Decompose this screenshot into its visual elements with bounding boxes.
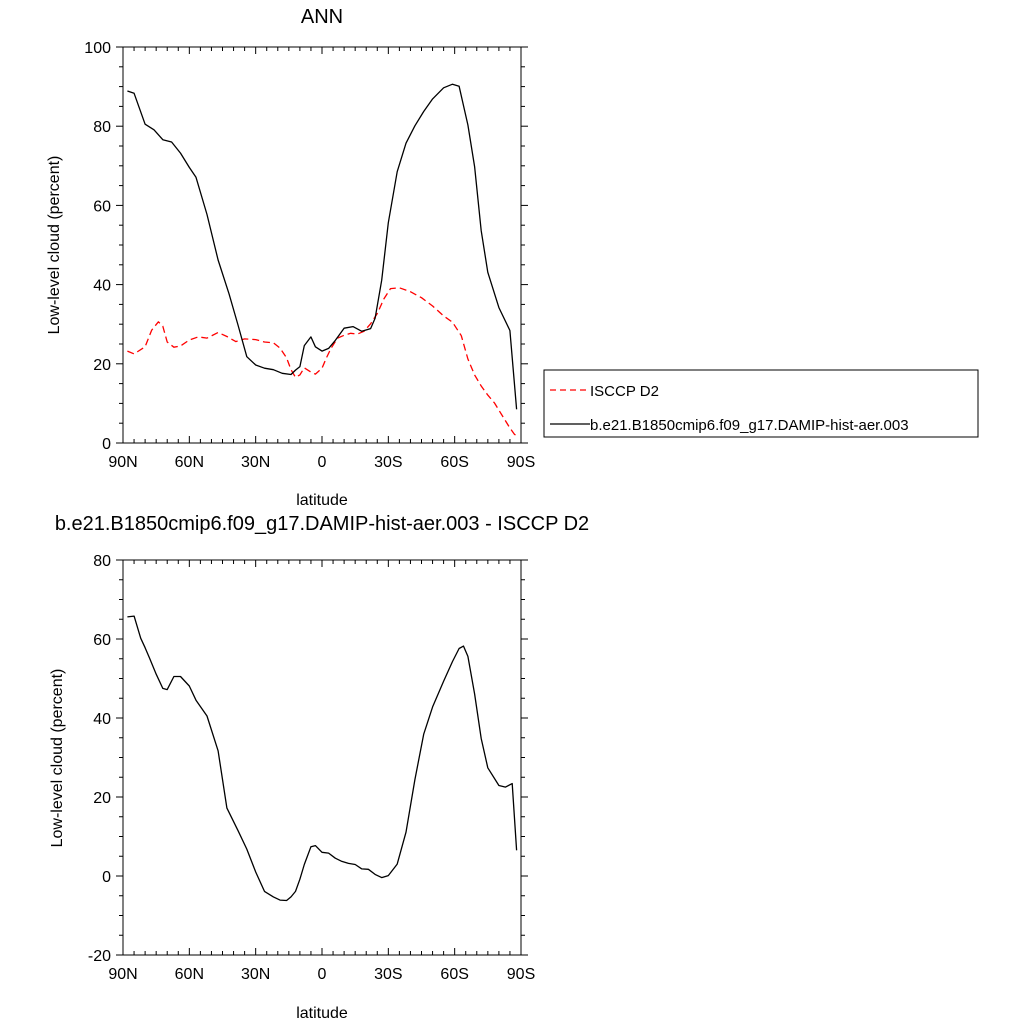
- top-ytick-label: 60: [93, 198, 111, 215]
- bottom-chart-ylabel: Low-level cloud (percent): [49, 669, 66, 848]
- top-series-line-0: [127, 287, 520, 438]
- bottom-xtick-label: 60N: [175, 966, 204, 983]
- bottom-chart-xlabel: latitude: [296, 1005, 348, 1022]
- bottom-xtick-label: 30N: [241, 966, 270, 983]
- bottom-xtick-label: 0: [318, 966, 327, 983]
- top-chart-title: ANN: [301, 6, 343, 28]
- top-xtick-label: 30N: [241, 454, 270, 471]
- bottom-chart-title: b.e21.B1850cmip6.f09_g17.DAMIP-hist-aer.…: [55, 513, 589, 535]
- top-ytick-label: 20: [93, 357, 111, 374]
- top-plot-area: 90N 60N 30N 0 30S 60S 90S 0 20 40 60 80 100: [84, 40, 535, 471]
- top-xtick-label: 60S: [440, 454, 468, 471]
- top-xtick-label: 60N: [175, 454, 204, 471]
- top-xtick-label: 90N: [108, 454, 137, 471]
- bottom-xtick-label: 60S: [440, 966, 468, 983]
- bottom-xtick-label: 90N: [108, 966, 137, 983]
- bottom-ytick-label: 0: [102, 869, 111, 886]
- top-xtick-label: 30S: [374, 454, 402, 471]
- legend-label-isccp: ISCCP D2: [590, 383, 659, 400]
- bottom-plot-area: 90N 60N 30N 0 30S 60S 90S -20 0 20 40 60 80: [88, 553, 535, 983]
- bottom-xtick-label: 90S: [507, 966, 535, 983]
- top-ytick-label: 100: [84, 40, 111, 57]
- legend: ISCCP D2 b.e21.B1850cmip6.f09_g17.DAMIP-…: [543, 369, 979, 438]
- bottom-ytick-label: 20: [93, 790, 111, 807]
- bottom-ytick-label: -20: [88, 948, 111, 965]
- top-chart-xlabel: latitude: [296, 492, 348, 509]
- legend-box: [543, 369, 979, 438]
- top-ytick-label: 0: [102, 436, 111, 453]
- top-series-line-1: [127, 83, 518, 410]
- bottom-ytick-label: 40: [93, 711, 111, 728]
- bottom-ytick-label: 80: [93, 553, 111, 570]
- bottom-xtick-label: 30S: [374, 966, 402, 983]
- legend-label-model: b.e21.B1850cmip6.f09_g17.DAMIP-hist-aer.…: [590, 417, 909, 434]
- top-ytick-label: 80: [93, 119, 111, 136]
- bottom-chart-panel: b.e21.B1850cmip6.f09_g17.DAMIP-hist-aer.…: [49, 513, 589, 1022]
- top-chart-ylabel: Low-level cloud (percent): [46, 156, 63, 335]
- top-xtick-label: 0: [318, 454, 327, 471]
- bottom-ytick-label: 60: [93, 632, 111, 649]
- top-chart-panel: ANN 90N 60N 30N 0 30S 60S 90S 0 20 40 60 80 100 lati…: [46, 6, 535, 509]
- top-ytick-label: 40: [93, 278, 111, 295]
- top-xtick-label: 90S: [507, 454, 535, 471]
- bottom-series-line-0: [127, 615, 518, 902]
